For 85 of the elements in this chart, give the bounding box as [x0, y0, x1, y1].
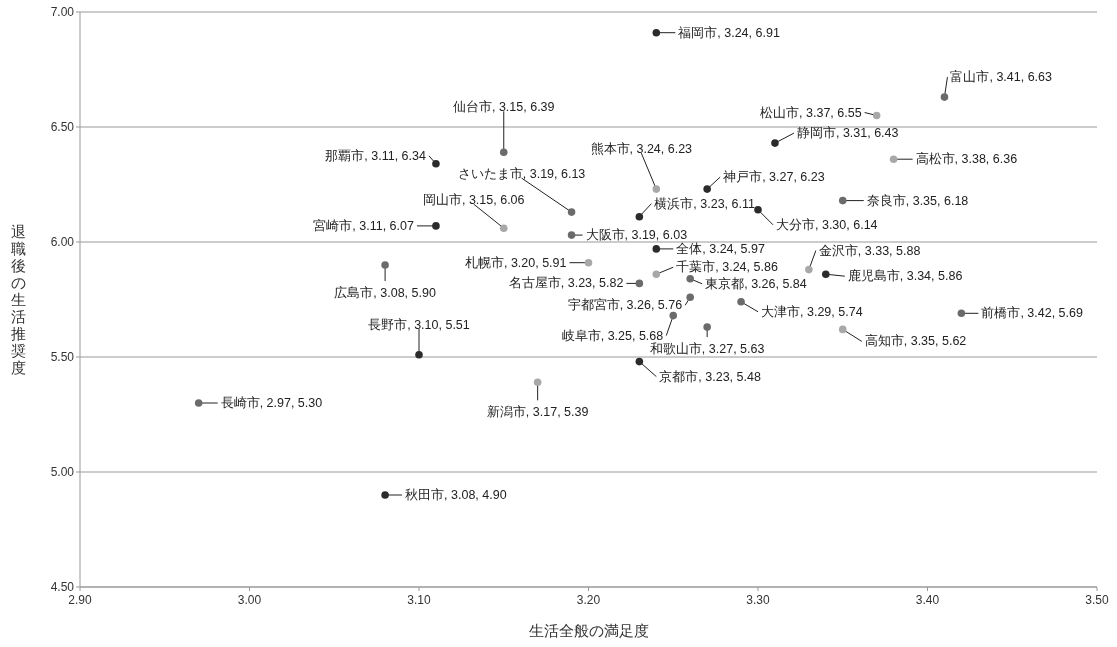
x-tick-label: 3.00: [237, 593, 262, 607]
data-label: 大分市, 3.30, 6.14: [776, 217, 878, 232]
point: [584, 258, 593, 267]
point: [872, 111, 881, 120]
data-label: 岐阜市, 3.25, 5.68: [561, 328, 664, 343]
x-tick-label: 3.50: [1085, 593, 1109, 607]
point: [432, 222, 440, 230]
data-label: 全体, 3.24, 5.97: [676, 241, 765, 256]
text: 退職後の生活推奨度: [10, 222, 26, 376]
data-label: 京都市, 3.23, 5.48: [659, 369, 761, 384]
data-label: 広島市, 3.08, 5.90: [334, 285, 436, 300]
data-label: 福岡市, 3.24, 6.91: [678, 25, 780, 40]
data-label: 高松市, 3.38, 6.36: [915, 151, 1018, 167]
y-tick-label: 4.50: [50, 580, 75, 594]
data-label: 大阪市, 3.19, 6.03: [585, 228, 688, 243]
data-label: 神戸市, 3.27, 6.23: [723, 170, 825, 185]
point: [822, 270, 830, 278]
point: [652, 28, 661, 37]
x-tick-label: 3.40: [915, 593, 940, 607]
point: [499, 148, 508, 157]
point: [838, 196, 847, 205]
point: [957, 309, 966, 318]
data-label: 大津市, 3.29, 5.74: [761, 304, 863, 319]
y-tick-label: 5.00: [50, 465, 75, 479]
data-label: 松山市, 3.37, 6.55: [760, 105, 862, 120]
data-label: 金沢市, 3.33, 5.88: [818, 243, 921, 258]
data-label: 宮崎市, 3.11, 6.07: [313, 217, 414, 233]
data-label: 岡山市, 3.15, 6.06: [422, 193, 525, 208]
data-label: 仙台市, 3.15, 6.39: [452, 100, 555, 115]
data-label: 富山市, 3.41, 6.63: [950, 69, 1053, 85]
point: [737, 298, 745, 306]
point: [669, 311, 678, 320]
data-label: 静岡市, 3.31, 6.43: [796, 126, 899, 141]
data-label: 奈良市, 3.35, 6.18: [866, 193, 969, 208]
point: [381, 491, 389, 499]
data-label: 長崎市, 2.97, 5.30: [220, 396, 323, 410]
data-label: 長野市, 3.10, 5.51: [368, 317, 470, 332]
point: [686, 293, 694, 301]
point: [533, 378, 542, 387]
point: [567, 231, 576, 239]
data-label: 宇都宮市, 3.26, 5.76: [567, 297, 683, 313]
x-tick-label: 3.10: [407, 593, 431, 607]
x-tick-label: 3.20: [576, 593, 601, 607]
data-label: 名古屋市, 3.23, 5.82: [508, 276, 624, 291]
y-tick-label: 6.00: [50, 235, 75, 249]
data-label: 和歌山市, 3.27, 5.63: [649, 342, 765, 357]
point: [652, 185, 661, 193]
data-label: 札幌市, 3.20, 5.91: [464, 255, 567, 270]
point: [381, 261, 389, 269]
y-tick-label: 6.50: [50, 120, 75, 134]
point: [415, 350, 423, 359]
point: [703, 323, 711, 331]
data-label: 秋田市, 3.08, 4.90: [405, 488, 507, 502]
point: [754, 206, 762, 214]
point: [703, 185, 711, 193]
x-tick-label: 3.30: [746, 593, 770, 607]
point: [432, 160, 440, 168]
point: [805, 265, 813, 274]
point: [940, 93, 949, 101]
data-label: 熊本市, 3.24, 6.23: [590, 142, 693, 157]
data-label: 新潟市, 3.17, 5.39: [486, 405, 589, 420]
data-label: 東京都, 3.26, 5.84: [705, 276, 807, 291]
point: [652, 245, 661, 253]
data-label: 前橋市, 3.42, 5.69: [981, 306, 1083, 321]
y-tick-label: 5.50: [50, 350, 75, 364]
data-label: 那覇市, 3.11, 6.34: [325, 148, 426, 163]
point: [838, 325, 847, 334]
point: [194, 399, 203, 407]
point: [499, 224, 508, 232]
point: [771, 139, 779, 147]
data-label: 高知市, 3.35, 5.62: [864, 333, 967, 349]
data-label: 鹿児島市, 3.34, 5.86: [847, 269, 963, 284]
data-label: さいたま市, 3.19, 6.13: [457, 167, 586, 182]
point: [635, 212, 644, 221]
data-label: 千葉市, 3.24, 5.86: [676, 260, 778, 275]
x-tick-label: 2.90: [68, 593, 92, 607]
point: [889, 155, 898, 163]
point: [686, 275, 694, 283]
point: [652, 270, 661, 278]
x-axis-title: 生活全般の満足度: [528, 622, 649, 639]
data-label: 横浜市, 3.23, 6.11: [654, 196, 756, 211]
point: [635, 279, 644, 288]
point: [567, 208, 576, 216]
point: [635, 357, 644, 366]
y-tick-label: 7.00: [50, 5, 75, 19]
